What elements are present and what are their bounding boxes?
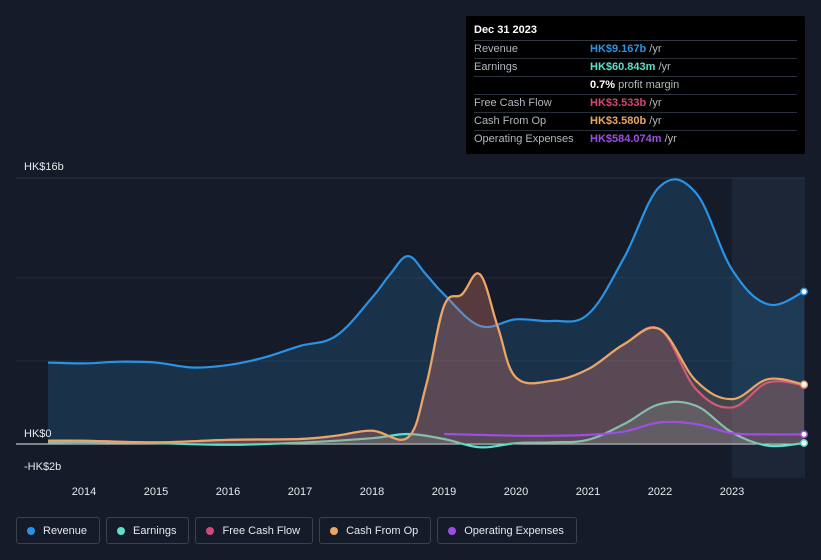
tooltip-row-suffix: /yr (658, 61, 671, 73)
legend-item-operating-expenses[interactable]: Operating Expenses (437, 517, 577, 544)
free-cash-flow-area (48, 273, 804, 444)
cash-from-op-line (47, 272, 805, 444)
tooltip-row-value: HK$9.167b (590, 43, 647, 55)
tooltip-row: Free Cash Flow HK$3.533b/yr (474, 95, 797, 113)
tooltip-row: Operating Expenses HK$584.074m/yr (474, 131, 797, 148)
legend-item-revenue[interactable]: Revenue (16, 517, 101, 544)
tooltip-row-value: HK$3.580b (590, 115, 647, 127)
endpoint-layer (800, 287, 808, 447)
legend-label: Operating Expenses (464, 524, 564, 537)
legend-label: Cash From Op (346, 524, 419, 537)
tooltip-row-suffix: /yr (649, 115, 662, 127)
tooltip-row-value: 0.7% (590, 79, 616, 91)
operating-expenses-line (443, 420, 805, 437)
legend-label: Free Cash Flow (222, 524, 301, 537)
tooltip-row-label: Operating Expenses (474, 133, 574, 145)
x-tick-2019: 2019 (432, 486, 456, 498)
tooltip-row-label: Earnings (474, 61, 518, 73)
tooltip-row-value: HK$584.074m (590, 133, 662, 145)
tooltip-row-label: Revenue (474, 43, 519, 55)
tooltip-row-suffix: /yr (649, 97, 662, 109)
x-tick-2020: 2020 (504, 486, 528, 498)
series-layer (47, 178, 805, 449)
tooltip-row-value: HK$60.843m (590, 61, 656, 73)
legend-item-earnings[interactable]: Earnings (106, 517, 190, 544)
x-tick-2014: 2014 (72, 486, 96, 498)
y-axis-zero-label: HK$0 (24, 428, 52, 440)
legend-label: Revenue (43, 524, 88, 537)
tooltip-row-value: HK$3.533b (590, 97, 647, 109)
operating-expenses-endpoint (800, 430, 808, 439)
earnings-line (47, 400, 805, 449)
legend-dot-icon (448, 526, 457, 535)
tooltip-date: Dec 31 2023 (474, 24, 797, 41)
y-axis-top-label: HK$16b (24, 161, 64, 173)
x-tick-2015: 2015 (144, 486, 168, 498)
x-tick-2023: 2023 (720, 486, 744, 498)
cash-from-op-endpoint (800, 380, 808, 389)
x-tick-2017: 2017 (288, 486, 312, 498)
revenue-area (48, 179, 804, 444)
revenue-endpoint (800, 287, 808, 296)
legend-dot-icon (206, 526, 215, 535)
tooltip-rows: Revenue HK$9.167b/yr Earnings HK$60.843m/yr… (474, 41, 797, 148)
tooltip-row-label: Free Cash Flow (474, 97, 552, 109)
legend-item-free-cash-flow[interactable]: Free Cash Flow (195, 517, 314, 544)
legend-label: Earnings (133, 524, 177, 537)
legend-dot-icon (330, 526, 339, 535)
x-tick-2016: 2016 (216, 486, 240, 498)
x-tick-2018: 2018 (360, 486, 384, 498)
tooltip: Dec 31 2023 Revenue HK$9.167b/yr Earnings H… (466, 16, 805, 154)
tooltip-row: Earnings HK$60.843m/yr (474, 59, 797, 77)
legend-item-cash-from-op[interactable]: Cash From Op (319, 517, 432, 544)
revenue-line (47, 178, 805, 369)
legend-dot-icon (27, 526, 35, 535)
tooltip-row: 0.7% profit margin (474, 77, 797, 95)
x-axis-ticks: 2014 2015 2016 2017 2018 2019 2020 2021 2022 2023 (72, 486, 744, 498)
tooltip-row-label: Cash From Op (474, 115, 547, 127)
earnings-area (48, 401, 804, 448)
future-highlight-band (732, 178, 805, 478)
tooltip-row-suffix: /yr (649, 43, 662, 55)
tooltip-row-suffix: profit margin (618, 79, 680, 91)
legend: Revenue Earnings Free Cash Flow Cash From O… (16, 517, 577, 544)
tooltip-row: Cash From Op HK$3.580b/yr (474, 113, 797, 131)
tooltip-row-label (474, 77, 590, 94)
cash-from-op-area (48, 273, 804, 444)
tooltip-row-suffix: /yr (664, 133, 677, 145)
x-tick-2021: 2021 (576, 486, 600, 498)
legend-dot-icon (117, 526, 126, 535)
tooltip-row: Revenue HK$9.167b/yr (474, 41, 797, 59)
y-axis-bottom-label: -HK$2b (24, 461, 61, 473)
x-tick-2022: 2022 (648, 486, 672, 498)
earnings-endpoint (800, 439, 808, 447)
